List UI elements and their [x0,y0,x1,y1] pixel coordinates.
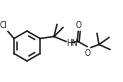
Text: O: O [85,48,91,57]
Text: HN: HN [66,39,77,47]
Text: O: O [76,21,82,30]
Text: Cl: Cl [0,21,7,31]
